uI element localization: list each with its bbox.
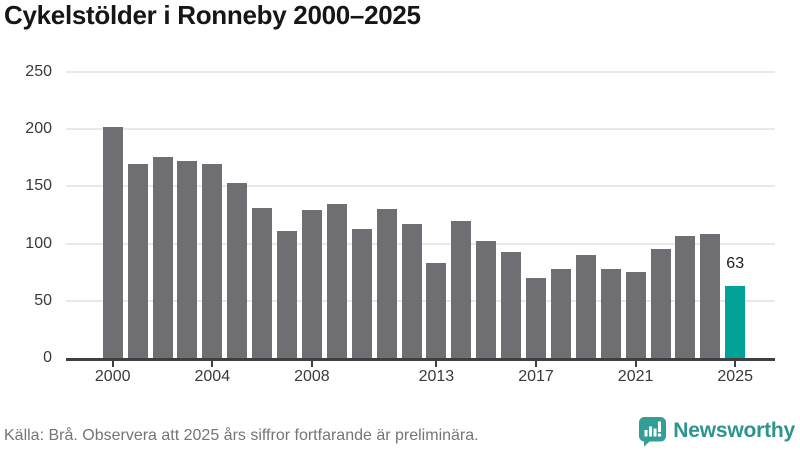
y-tick-label-150: 150 <box>25 177 52 195</box>
bar-2013 <box>426 263 447 358</box>
y-tick-label-50: 50 <box>34 291 52 309</box>
bar-2014 <box>451 220 472 358</box>
x-axis-labels: 2000 2004 2008 2013 2017 2021 2025 <box>66 368 775 390</box>
highlight-value-label: 63 <box>726 254 745 272</box>
y-tick-label-250: 250 <box>25 63 52 80</box>
x-tick-label-2004: 2004 <box>194 368 231 385</box>
bar-2003 <box>177 161 198 358</box>
bar-2021 <box>625 272 646 358</box>
x-tick-label-2013: 2013 <box>418 368 455 385</box>
plot-area: 63 <box>66 71 775 367</box>
source-note: Källa: Brå. Observera att 2025 års siffr… <box>4 427 479 444</box>
bar-2009 <box>326 203 347 358</box>
bar-2022 <box>650 249 671 358</box>
bar-2017 <box>526 277 546 358</box>
gridline-150 <box>66 185 775 188</box>
bar-2020 <box>600 268 621 358</box>
brand-name: Newsworthy <box>673 419 795 442</box>
bar-2019 <box>575 255 596 358</box>
bar-2006 <box>252 208 273 358</box>
x-tick-2021 <box>634 361 637 367</box>
x-tick-label-2017: 2017 <box>518 368 554 385</box>
y-tick-label-0: 0 <box>43 349 52 366</box>
bar-2001 <box>127 163 148 358</box>
y-tick-label-100: 100 <box>25 234 52 252</box>
bar-2024 <box>700 234 721 358</box>
bar-2018 <box>550 268 571 358</box>
x-tick-2004 <box>211 361 214 367</box>
bar-2010 <box>351 228 372 358</box>
x-tick-label-2008: 2008 <box>294 368 330 385</box>
bar-2002 <box>152 156 173 358</box>
bar-2007 <box>277 231 297 358</box>
gridline-200 <box>66 128 775 131</box>
x-tick-label-2021: 2021 <box>617 368 654 385</box>
x-tick-2013 <box>435 361 438 367</box>
x-tick-2000 <box>111 361 114 367</box>
x-tick-label-2000: 2000 <box>94 368 131 385</box>
x-tick-2008 <box>310 361 313 367</box>
newsworthy-logo-icon <box>639 416 667 446</box>
newsworthy-brand: Newsworthy <box>638 415 795 447</box>
bar-2016 <box>501 251 522 358</box>
y-tick-label-200: 200 <box>25 120 52 138</box>
chart-title: Cykelstölder i Ronneby 2000–2025 <box>4 0 421 30</box>
bar-2025 <box>725 285 746 358</box>
bar-2011 <box>376 209 397 358</box>
gridline-250 <box>66 71 775 73</box>
bar-2015 <box>476 241 497 358</box>
x-tick-label-2025: 2025 <box>717 368 753 385</box>
bar-2012 <box>401 224 422 358</box>
bar-2004 <box>202 163 223 358</box>
bar-2005 <box>227 182 248 358</box>
bar-2000 <box>102 126 123 358</box>
x-tick-2017 <box>535 361 537 367</box>
bar-2023 <box>675 235 696 358</box>
bar-2008 <box>301 210 322 358</box>
y-axis-labels: 0 50 100 150 200 250 <box>0 63 58 366</box>
x-tick-2025 <box>734 361 737 367</box>
